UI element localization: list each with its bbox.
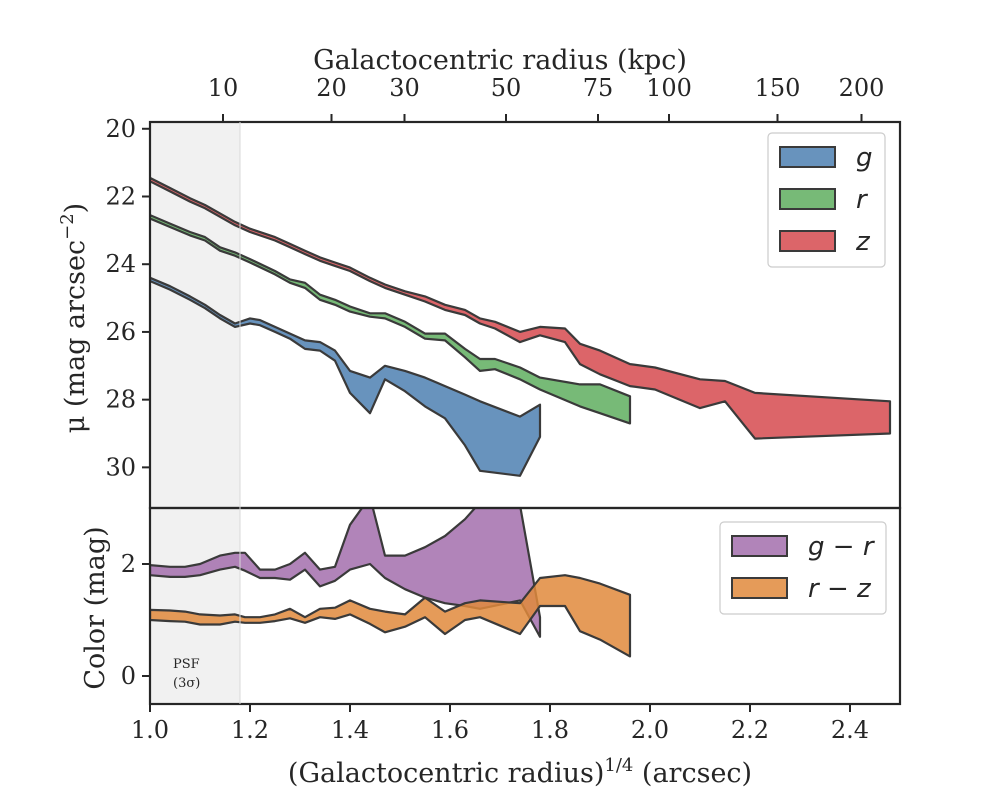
- bottom-y-tick-label: 2: [121, 550, 136, 578]
- x-tick-label: 1.8: [531, 716, 569, 744]
- bottom-x-axis-label: (Galactocentric radius)1/4 (arcsec): [288, 755, 752, 789]
- top-y-axis-label-end: ): [60, 203, 91, 214]
- top-y-tick-label: 20: [105, 115, 136, 143]
- top-y-tick-label: 26: [105, 318, 136, 346]
- top-legend-label: r: [856, 185, 869, 215]
- top-x-axis-label: Galactocentric radius (kpc): [313, 45, 687, 76]
- bottom-legend-swatch: [731, 577, 788, 599]
- series-band-z: [150, 176, 892, 440]
- top-y-tick-label: 28: [105, 386, 136, 414]
- psf-region-bottom: [150, 508, 240, 704]
- series-band-r: [150, 214, 632, 425]
- series-band-g: [150, 276, 542, 477]
- top-legend-label: z: [855, 227, 871, 257]
- bottom-legend-label: g − r: [808, 532, 876, 562]
- series-band-color-0: [150, 508, 542, 638]
- x-tick-label: 1.2: [231, 716, 269, 744]
- top-y-tick-label: 24: [105, 250, 136, 278]
- top-x-tick-label: 100: [646, 74, 692, 102]
- x-tick-label: 1.4: [331, 716, 369, 744]
- x-tick-label: 1.0: [131, 716, 169, 744]
- psf-region-top: [150, 122, 240, 508]
- top-x-tick-label: 10: [208, 74, 239, 102]
- psf-label-line2: (3σ): [173, 676, 200, 691]
- bottom-panel-frame: [148, 506, 902, 706]
- top-y-axis-label-main: μ (mag arcsec: [60, 240, 91, 433]
- top-y-tick-label: 22: [105, 182, 136, 210]
- top-y-axis-label-sup: −2: [57, 213, 78, 240]
- top-x-tick-label: 20: [316, 74, 347, 102]
- top-y-tick-label: 30: [105, 453, 136, 481]
- top-panel-series: [150, 176, 892, 477]
- series-band-color-1: [150, 574, 632, 658]
- top-legend: grz: [767, 132, 886, 268]
- axis-ticks: 20 22 24 26 28 30 0 2 1.0 1.2 1.4 1.6 1.8 2.0 2.2 2.4 10…: [105, 74, 884, 744]
- top-legend-label: g: [856, 143, 873, 173]
- bottom-legend: g − r r − z: [719, 521, 887, 615]
- bottom-panel-series: [150, 508, 632, 658]
- bottom-x-axis-label-unit: (arcsec): [633, 758, 752, 789]
- top-legend-swatch: [779, 146, 836, 168]
- top-x-tick-label: 150: [755, 74, 801, 102]
- top-x-tick-label: 50: [491, 74, 522, 102]
- x-tick-label: 2.2: [731, 716, 769, 744]
- x-tick-label: 2.4: [831, 716, 869, 744]
- top-legend-swatch: [779, 230, 836, 252]
- top-x-tick-label: 200: [839, 74, 885, 102]
- top-x-tick-label: 75: [583, 74, 614, 102]
- bottom-legend-swatch: [731, 535, 788, 557]
- top-legend-swatch: [779, 188, 836, 210]
- bottom-x-axis-label-main: (Galactocentric radius): [288, 758, 604, 789]
- psf-label-line1: PSF: [173, 657, 200, 672]
- bottom-y-tick-label: 0: [121, 662, 136, 690]
- bottom-x-axis-label-sup: 1/4: [604, 755, 633, 776]
- top-x-tick-label: 30: [389, 74, 420, 102]
- bottom-y-axis-label: Color (mag): [80, 526, 111, 689]
- x-tick-label: 1.6: [431, 716, 469, 744]
- bottom-legend-label: r − z: [808, 574, 872, 604]
- x-tick-label: 2.0: [631, 716, 669, 744]
- top-y-axis-label: μ (mag arcsec−2): [57, 203, 91, 433]
